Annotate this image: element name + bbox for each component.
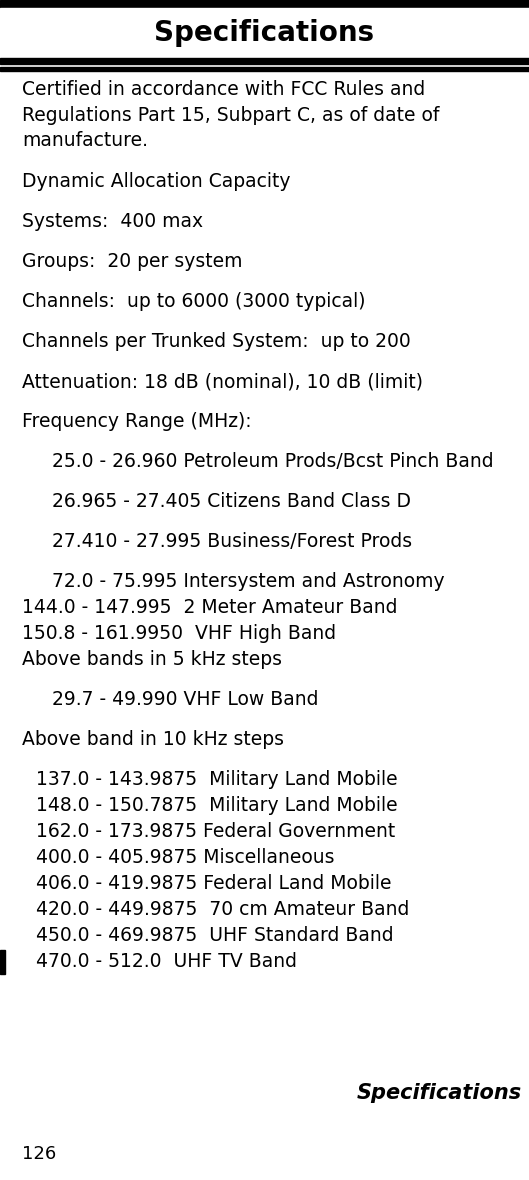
Bar: [0, 950, 5, 974]
Text: 29.7 - 49.990 VHF Low Band: 29.7 - 49.990 VHF Low Band: [40, 690, 318, 709]
Text: Frequency Range (MHz):: Frequency Range (MHz):: [22, 412, 252, 431]
Text: 450.0 - 469.9875  UHF Standard Band: 450.0 - 469.9875 UHF Standard Band: [30, 926, 394, 945]
Text: 144.0 - 147.995  2 Meter Amateur Band: 144.0 - 147.995 2 Meter Amateur Band: [22, 598, 397, 617]
Text: 148.0 - 150.7875  Military Land Mobile: 148.0 - 150.7875 Military Land Mobile: [30, 796, 398, 815]
Text: Dynamic Allocation Capacity: Dynamic Allocation Capacity: [22, 172, 290, 191]
Text: Above band in 10 kHz steps: Above band in 10 kHz steps: [22, 730, 284, 749]
Text: 27.410 - 27.995 Business/Forest Prods: 27.410 - 27.995 Business/Forest Prods: [40, 532, 412, 551]
Text: 26.965 - 27.405 Citizens Band Class D: 26.965 - 27.405 Citizens Band Class D: [40, 492, 411, 511]
Text: Certified in accordance with FCC Rules and
Regulations Part 15, Subpart C, as of: Certified in accordance with FCC Rules a…: [22, 80, 440, 151]
Text: 25.0 - 26.960 Petroleum Prods/Bcst Pinch Band: 25.0 - 26.960 Petroleum Prods/Bcst Pinch…: [40, 452, 494, 471]
Text: 72.0 - 75.995 Intersystem and Astronomy: 72.0 - 75.995 Intersystem and Astronomy: [40, 572, 445, 591]
Text: Attenuation: 18 dB (nominal), 10 dB (limit): Attenuation: 18 dB (nominal), 10 dB (lim…: [22, 372, 423, 391]
Text: 420.0 - 449.9875  70 cm Amateur Band: 420.0 - 449.9875 70 cm Amateur Band: [30, 900, 409, 919]
Bar: [0, 8, 529, 58]
Bar: [0, 0, 529, 8]
Text: Specifications: Specifications: [154, 19, 375, 47]
Text: 162.0 - 173.9875 Federal Government: 162.0 - 173.9875 Federal Government: [30, 822, 395, 841]
Text: 137.0 - 143.9875  Military Land Mobile: 137.0 - 143.9875 Military Land Mobile: [30, 771, 398, 789]
Text: Specifications: Specifications: [357, 1083, 522, 1103]
Text: 406.0 - 419.9875 Federal Land Mobile: 406.0 - 419.9875 Federal Land Mobile: [30, 874, 391, 893]
Text: Systems:  400 max: Systems: 400 max: [22, 212, 203, 231]
Text: Groups:  20 per system: Groups: 20 per system: [22, 253, 242, 271]
Text: Above bands in 5 kHz steps: Above bands in 5 kHz steps: [22, 650, 282, 669]
Bar: [0, 67, 529, 71]
Text: Channels per Trunked System:  up to 200: Channels per Trunked System: up to 200: [22, 332, 411, 350]
Text: Channels:  up to 6000 (3000 typical): Channels: up to 6000 (3000 typical): [22, 291, 366, 312]
Text: 400.0 - 405.9875 Miscellaneous: 400.0 - 405.9875 Miscellaneous: [30, 848, 334, 867]
Text: 470.0 - 512.0  UHF TV Band: 470.0 - 512.0 UHF TV Band: [30, 952, 297, 971]
Bar: [0, 58, 529, 64]
Text: 126: 126: [22, 1145, 56, 1163]
Text: 150.8 - 161.9950  VHF High Band: 150.8 - 161.9950 VHF High Band: [22, 624, 336, 643]
